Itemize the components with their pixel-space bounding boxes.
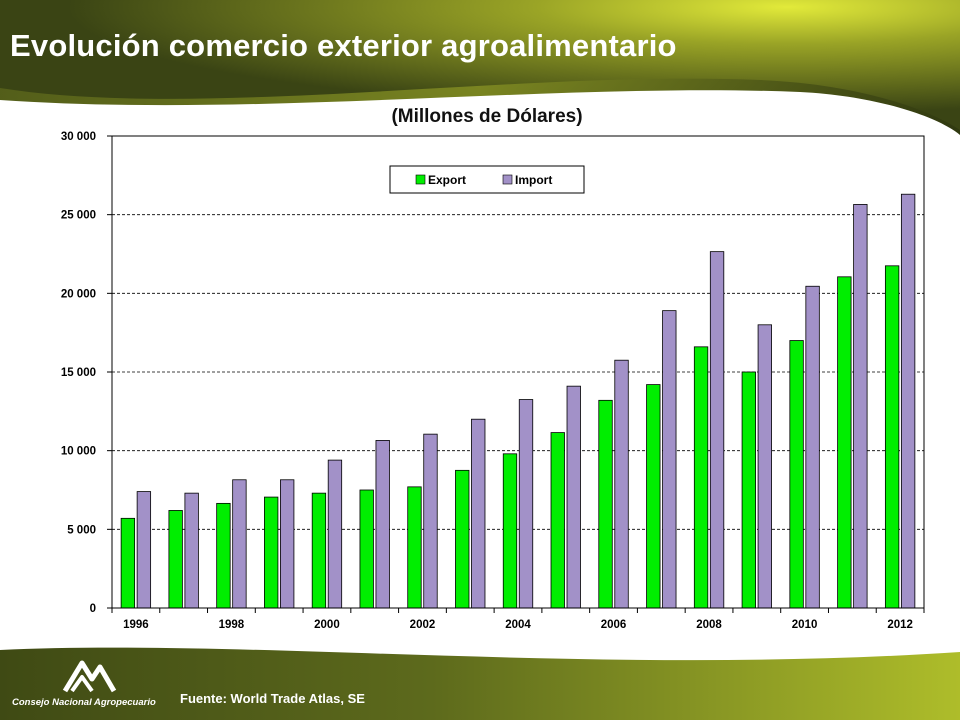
x-tick-label: 2006 <box>601 619 627 631</box>
y-tick-label: 5 000 <box>67 524 96 536</box>
bar-import-2000 <box>327 459 343 609</box>
bar-export-2011 <box>837 276 852 609</box>
slide-title: Evolución comercio exterior agroalimenta… <box>10 28 677 63</box>
bar-export-1998 <box>216 502 231 609</box>
bar-export-2009 <box>741 371 756 609</box>
y-tick-label: 25 000 <box>61 210 96 222</box>
x-tick-labels: 1996 1998 2000 2002 2004 2006 2008 2010 2012 <box>123 619 913 631</box>
bar-import-2008 <box>709 251 725 609</box>
axes <box>111 135 925 613</box>
x-tick-label: 1998 <box>219 619 245 631</box>
y-tick-labels: 0 5 000 10 000 15 000 20 000 25 000 30 000 <box>61 131 96 615</box>
bars <box>120 193 916 609</box>
bar-export-1999 <box>264 496 279 609</box>
bar-export-1996 <box>120 517 136 609</box>
legend-swatch-export <box>415 174 426 185</box>
bar-import-2005 <box>566 385 581 609</box>
bar-import-1999 <box>280 479 295 609</box>
y-tick-label: 0 <box>90 603 96 615</box>
bar-export-2008 <box>693 346 709 609</box>
header-banner <box>0 0 960 140</box>
bar-export-2006 <box>598 399 613 609</box>
bar-import-2012 <box>900 193 916 609</box>
bar-export-2010 <box>789 340 804 609</box>
legend-label-export: Export <box>428 173 466 187</box>
bar-export-2002 <box>407 486 422 609</box>
bar-export-2005 <box>550 432 565 609</box>
bar-export-1997 <box>168 510 183 609</box>
footer-band <box>0 647 960 720</box>
chart-title: (Millones de Dólares) <box>391 106 582 127</box>
x-tick-label: 2000 <box>314 619 340 631</box>
bar-import-1998 <box>232 479 247 609</box>
y-tick-label: 10 000 <box>61 446 96 458</box>
bar-export-2012 <box>884 265 900 609</box>
y-tick-label: 15 000 <box>61 367 96 379</box>
bar-import-2011 <box>853 204 868 609</box>
bar-import-2004 <box>518 399 534 609</box>
legend: Export Import <box>389 165 585 194</box>
bar-import-2003 <box>471 418 486 609</box>
y-tick-label: 30 000 <box>61 131 96 143</box>
bar-import-2002 <box>423 433 438 609</box>
y-tick-label: 20 000 <box>61 288 96 300</box>
x-tick-label: 2002 <box>410 619 436 631</box>
x-tick-label: 1996 <box>123 619 149 631</box>
bar-import-2006 <box>614 359 629 609</box>
bar-export-2003 <box>455 469 470 609</box>
bar-import-2007 <box>662 310 677 609</box>
source-note: Fuente: World Trade Atlas, SE <box>180 691 365 706</box>
x-tick-label: 2010 <box>792 619 818 631</box>
bar-export-2007 <box>646 384 661 609</box>
bar-import-1997 <box>184 492 199 609</box>
legend-swatch-import <box>502 174 513 185</box>
x-tick-label: 2012 <box>887 619 913 631</box>
bar-import-1996 <box>136 491 152 609</box>
x-tick-label: 2004 <box>505 619 531 631</box>
bar-import-2010 <box>805 285 820 609</box>
x-tick-label: 2008 <box>696 619 722 631</box>
bar-import-2009 <box>757 324 772 609</box>
plot-frame <box>111 135 925 609</box>
bar-import-2001 <box>375 440 390 609</box>
bar-export-2004 <box>502 453 518 609</box>
bar-export-2001 <box>359 489 374 609</box>
bar-export-2000 <box>311 492 327 609</box>
org-name: Consejo Nacional Agropecuario <box>12 697 156 708</box>
legend-label-import: Import <box>515 173 552 187</box>
cna-logo <box>62 660 117 693</box>
